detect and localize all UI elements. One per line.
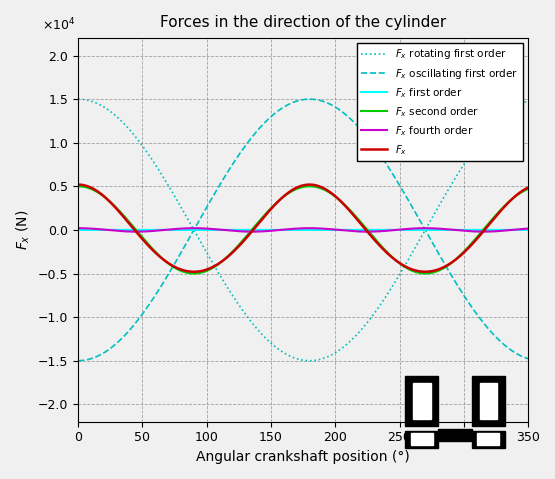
$F_x$ oscillating first order: [204, 203, 211, 209]
$F_x$ fourth order: [538, 225, 544, 231]
$F_x$ first order: [174, 227, 180, 233]
$F_x$ fourth order: [174, 226, 181, 232]
X-axis label: Angular crankshaft position (°): Angular crankshaft position (°): [196, 450, 410, 464]
Bar: [472, 431, 505, 448]
$F_x$ second order: [75, 183, 82, 189]
$F_x$ second order: [537, 183, 544, 189]
$F_x$: [494, 212, 501, 218]
$F_x$: [75, 182, 82, 187]
$F_x$ oscillating first order: [75, 358, 82, 364]
Line: $F_x$ oscillating first order: $F_x$ oscillating first order: [78, 99, 541, 361]
$F_x$ second order: [355, 216, 361, 222]
$F_x$ rotating first order: [174, 198, 180, 204]
Line: $F_x$: $F_x$: [78, 184, 541, 272]
Bar: [477, 433, 500, 445]
$F_x$ rotating first order: [204, 251, 211, 257]
$F_x$ rotating first order: [537, 96, 544, 102]
$F_x$ fourth order: [537, 225, 544, 231]
Y-axis label: $F_x$ (N): $F_x$ (N): [15, 210, 32, 250]
$F_x$ second order: [190, 271, 197, 276]
$F_x$ first order: [75, 227, 82, 233]
$F_x$ oscillating first order: [538, 358, 544, 364]
$F_x$ first order: [355, 227, 361, 233]
$F_x$ rotating first order: [538, 96, 544, 102]
$F_x$ oscillating first order: [174, 256, 180, 262]
$F_x$ oscillating first order: [306, 96, 313, 102]
Bar: [413, 383, 431, 419]
Bar: [411, 433, 433, 445]
$F_x$ rotating first order: [75, 96, 82, 102]
Legend: $F_x$ rotating first order, $F_x$ oscillating first order, $F_x$ first order, $F: $F_x$ rotating first order, $F_x$ oscill…: [357, 43, 523, 161]
$F_x$ first order: [538, 227, 544, 233]
$F_x$ second order: [363, 226, 370, 231]
$F_x$ fourth order: [133, 229, 139, 235]
Title: Forces in the direction of the cylinder: Forces in the direction of the cylinder: [160, 15, 446, 30]
$F_x$ oscillating first order: [355, 124, 361, 129]
$F_x$ first order: [204, 227, 211, 233]
$F_x$: [537, 182, 544, 187]
$F_x$: [190, 269, 197, 274]
$F_x$ fourth order: [363, 229, 370, 235]
$F_x$: [204, 266, 211, 272]
Line: $F_x$ second order: $F_x$ second order: [78, 186, 541, 274]
$F_x$ rotating first order: [355, 331, 361, 336]
$F_x$ rotating first order: [363, 321, 370, 327]
$F_x$ fourth order: [355, 228, 361, 234]
Bar: [405, 376, 438, 426]
$F_x$ second order: [538, 183, 544, 189]
Line: $F_x$ rotating first order: $F_x$ rotating first order: [78, 99, 541, 361]
$F_x$ rotating first order: [306, 358, 313, 364]
$F_x$ first order: [363, 227, 370, 233]
$F_x$ second order: [204, 268, 211, 274]
$F_x$ oscillating first order: [494, 335, 501, 341]
Bar: [472, 376, 505, 426]
Line: $F_x$ fourth order: $F_x$ fourth order: [78, 228, 541, 232]
Bar: [438, 429, 472, 441]
Bar: [405, 431, 438, 448]
$F_x$ second order: [174, 266, 180, 272]
$F_x$ second order: [494, 211, 501, 217]
$F_x$: [355, 217, 361, 223]
Bar: [480, 383, 497, 419]
$F_x$: [363, 228, 370, 233]
$F_x$ fourth order: [204, 226, 211, 231]
$F_x$ fourth order: [494, 228, 501, 234]
$F_x$ first order: [493, 227, 500, 233]
$F_x$ first order: [537, 227, 544, 233]
$F_x$: [174, 265, 180, 271]
$F_x$ oscillating first order: [363, 133, 370, 139]
$F_x$ oscillating first order: [537, 358, 544, 364]
$F_x$ rotating first order: [494, 119, 501, 125]
Text: $\times 10^4$: $\times 10^4$: [42, 17, 75, 34]
$F_x$ fourth order: [75, 225, 82, 231]
$F_x$: [538, 182, 544, 187]
